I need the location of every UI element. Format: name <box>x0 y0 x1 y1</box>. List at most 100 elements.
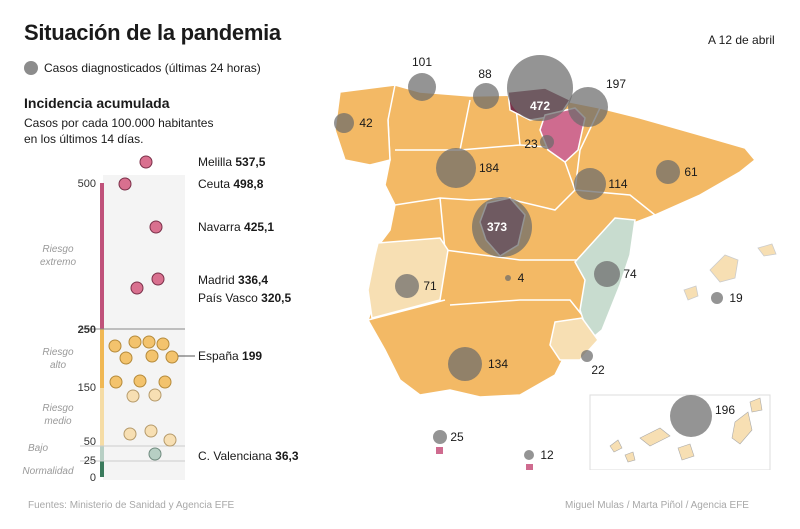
bubble-melilla <box>524 450 534 460</box>
label-472: 472 <box>530 99 550 113</box>
bubble-aragon <box>574 168 606 200</box>
incidence-subtitle-line2: en los últimos 14 días. <box>24 132 144 146</box>
label-ceuta: Ceuta 498,8 <box>198 177 264 191</box>
dot-medium-1 <box>126 389 140 403</box>
bubble-la-rioja <box>540 135 554 149</box>
melilla-marker <box>526 464 533 470</box>
tick-25: 25 <box>84 455 96 467</box>
label-melilla: Melilla 537,5 <box>198 155 266 169</box>
cases-dot-icon <box>24 61 38 75</box>
bubble-madrid <box>472 197 532 257</box>
label-71: 71 <box>423 279 437 293</box>
tick-250: 250 <box>78 324 96 336</box>
dot-high-5 <box>119 351 133 365</box>
zone-bar-high <box>100 329 104 388</box>
bubble-cataluna <box>656 160 680 184</box>
label-114: 114 <box>608 177 627 191</box>
dot-high-8 <box>133 374 147 388</box>
spain-map: 101 88 472 197 42 23 184 114 61 373 4 74… <box>334 55 777 470</box>
bubble-extremadura <box>395 274 419 298</box>
dot-medium-4 <box>144 424 158 438</box>
incidence-subtitle-line1: Casos por cada 100.000 habitantes <box>24 116 214 130</box>
zone-label-extreme-1: Riesgo <box>42 244 74 255</box>
region-murcia <box>549 317 599 361</box>
incidence-subtitle: Casos por cada 100.000 habitantes en los… <box>24 115 254 147</box>
bubble-pais-vasco <box>507 55 573 121</box>
label-25: 25 <box>450 430 464 444</box>
label-4: 4 <box>518 271 525 285</box>
dot-espana <box>145 349 159 363</box>
label-61: 61 <box>684 165 698 179</box>
cases-legend: Casos diagnosticados (últimas 24 horas) <box>24 61 261 75</box>
label-valenciana: C. Valenciana 36,3 <box>198 449 299 463</box>
dot-medium-5 <box>163 433 177 447</box>
region-galicia <box>334 84 396 166</box>
chart-panel <box>103 175 185 480</box>
cases-legend-label: Casos diagnosticados (últimas 24 horas) <box>44 61 261 75</box>
zone-label-normal: Normalidad <box>22 466 74 477</box>
label-pais-vasco: País Vasco 320,5 <box>198 291 292 305</box>
island-la-palma <box>609 439 623 453</box>
bubble-canarias <box>670 395 712 437</box>
zone-label-low: Bajo <box>28 443 48 454</box>
dot-high-7 <box>109 375 123 389</box>
tick-500: 500 <box>78 178 96 190</box>
island-menorca <box>757 243 777 257</box>
dot-melilla <box>139 155 153 169</box>
tick-0: 0 <box>90 472 96 484</box>
label-12: 12 <box>540 448 554 462</box>
label-101: 101 <box>412 55 432 69</box>
bubble-galicia <box>334 113 354 133</box>
bubble-valenciana <box>594 261 620 287</box>
bubble-andalucia <box>448 347 482 381</box>
label-134: 134 <box>488 357 508 371</box>
ceuta-marker <box>436 447 443 454</box>
dot-valenciana <box>148 447 162 461</box>
incidence-chart: 500 250 150 50 25 0 Riesgo extremo Riesg… <box>22 155 299 484</box>
bubble-ceuta <box>433 430 447 444</box>
island-fuerteventura <box>731 411 753 445</box>
zone-bar-medium <box>100 388 104 446</box>
incidence-title: Incidencia acumulada <box>24 95 170 111</box>
label-19: 19 <box>729 291 743 305</box>
zone-label-medium-1: Riesgo <box>42 403 74 414</box>
dot-high-6 <box>165 350 179 364</box>
label-42: 42 <box>359 116 373 130</box>
island-mallorca <box>709 254 739 283</box>
label-196: 196 <box>715 403 735 417</box>
dot-medium-2 <box>148 388 162 402</box>
label-197: 197 <box>606 77 626 91</box>
zone-bar-extreme <box>100 183 104 329</box>
label-23: 23 <box>524 137 538 151</box>
bubble-baleares <box>711 292 723 304</box>
bubble-asturias <box>408 73 436 101</box>
credit-note: Miguel Mulas / Marta Piñol / Agencia EFE <box>565 500 749 511</box>
dot-high-3 <box>142 335 156 349</box>
tick-150: 150 <box>78 382 96 394</box>
zone-label-medium-2: medio <box>44 416 72 427</box>
dot-high-9 <box>158 375 172 389</box>
label-22: 22 <box>591 363 605 377</box>
island-lanzarote <box>749 397 763 413</box>
source-note: Fuentes: Ministerio de Sanidad y Agencia… <box>28 500 235 511</box>
dot-medium-3 <box>123 427 137 441</box>
bubble-cantabria <box>473 83 499 109</box>
tick-50: 50 <box>84 436 96 448</box>
zone-bar-low <box>100 446 104 461</box>
zone-label-high-1: Riesgo <box>42 347 74 358</box>
dot-madrid <box>151 272 165 286</box>
date-label: A 12 de abril <box>708 33 775 47</box>
label-navarra: Navarra 425,1 <box>198 220 274 234</box>
label-espana: España 199 <box>198 349 262 363</box>
dot-high-1 <box>108 339 122 353</box>
island-tenerife <box>639 427 671 447</box>
dot-ceuta <box>118 177 132 191</box>
dot-pais-vasco <box>130 281 144 295</box>
bubble-castilla-la-mancha <box>505 275 511 281</box>
bubble-murcia <box>581 350 593 362</box>
label-373: 373 <box>487 220 507 234</box>
label-184: 184 <box>479 161 499 175</box>
island-gomera <box>624 451 636 463</box>
bubble-castilla-leon <box>436 148 476 188</box>
label-74: 74 <box>623 267 637 281</box>
